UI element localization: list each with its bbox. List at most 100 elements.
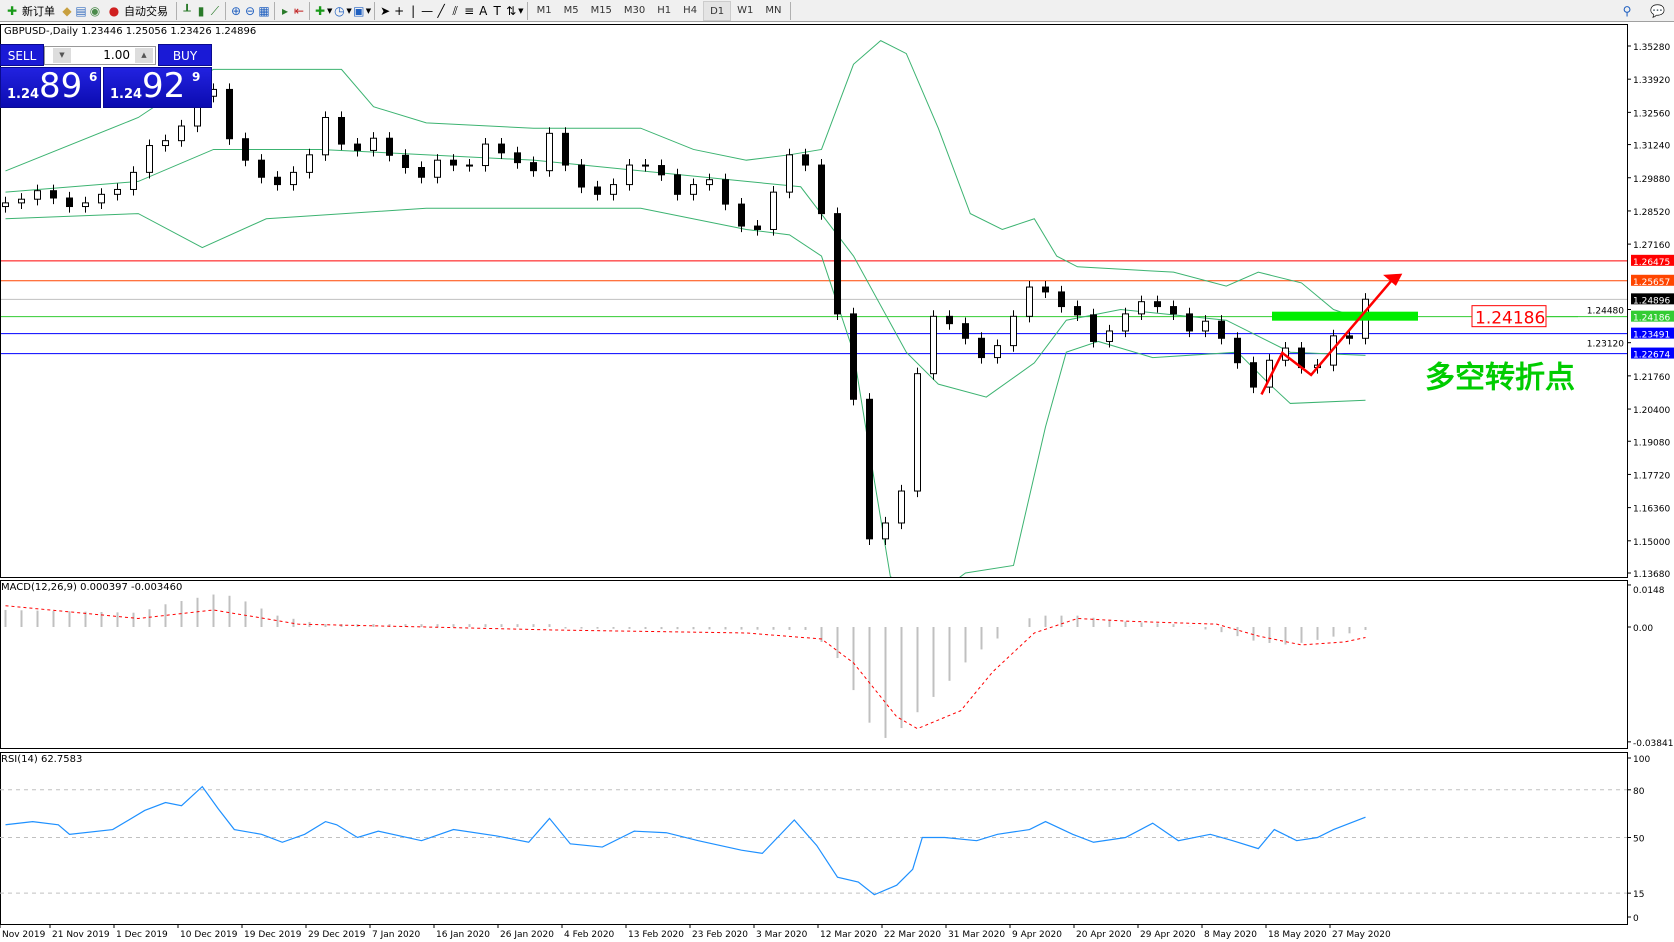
timeframe-w1[interactable]: W1 — [737, 4, 754, 16]
annotation-price-text: 1.24186 — [1475, 309, 1545, 329]
ask-price-fraction: 9 — [192, 70, 201, 84]
arrows-icon[interactable]: ⇅ — [506, 3, 517, 18]
date-axis-label: 18 May 2020 — [1268, 930, 1327, 940]
buy-button[interactable]: BUY — [158, 44, 212, 66]
sell-button[interactable]: SELL — [0, 44, 44, 66]
candle-bullish — [1202, 320, 1209, 332]
trend-arrow — [1260, 276, 1396, 395]
candle-bearish — [50, 190, 57, 199]
candle-bullish — [1010, 315, 1017, 347]
date-axis-label: 29 Apr 2020 — [1140, 930, 1196, 940]
cursor-icon[interactable]: ➤ — [380, 3, 391, 18]
trendline-icon[interactable]: ╱ — [437, 3, 445, 18]
new-order-button[interactable]: ✚ 新订单 — [0, 1, 60, 21]
ask-price-button[interactable]: 1.24 92 9 — [103, 66, 212, 108]
macd-signal-line — [5, 605, 1366, 730]
zoom-in-icon[interactable]: ⊕ — [230, 3, 242, 18]
candle-bullish — [610, 184, 617, 195]
crosshair-icon[interactable]: + — [394, 3, 405, 18]
candle-bullish — [178, 125, 185, 142]
templates-icon[interactable]: ▣ — [353, 3, 365, 18]
bollinger-lower-band — [5, 207, 1366, 577]
line-chart-icon[interactable]: ⟋ — [210, 3, 220, 18]
candle-bearish — [962, 323, 969, 339]
candle-bearish — [946, 315, 953, 325]
ask-price-pips: 92 — [142, 66, 186, 106]
rsi-axis-label: 80 — [1633, 787, 1645, 797]
fibonacci-icon[interactable]: ≡ — [464, 3, 475, 18]
candle-bullish — [914, 373, 921, 492]
candle-bearish — [498, 143, 505, 154]
dropdown-arrow-icon[interactable]: ▼ — [327, 6, 333, 15]
candle-bullish — [114, 188, 121, 195]
bid-price-button[interactable]: 1.24 89 6 — [0, 66, 101, 108]
candle-bullish — [930, 315, 937, 375]
candle-bearish — [418, 167, 425, 178]
timeframe-m15[interactable]: M15 — [590, 4, 612, 16]
search-icon[interactable]: ⚲ — [1622, 3, 1632, 18]
indicators-icon[interactable]: ✚ — [314, 3, 326, 18]
timeframe-h1[interactable]: H1 — [657, 4, 672, 16]
bollinger-upper-band — [5, 40, 1366, 321]
candle-chart-icon[interactable]: ▮ — [197, 3, 205, 18]
toolbar-separator — [225, 1, 226, 20]
candle-bearish — [658, 165, 665, 176]
chart-area[interactable]: 1.35280 1.33920 1.32560 1.31240 1.29880 1.285… — [0, 22, 1674, 942]
periods-icon[interactable]: ◷ — [334, 3, 345, 18]
candle-bearish — [1058, 291, 1065, 308]
bar-chart-icon[interactable]: ┸ — [183, 3, 191, 18]
toolbar-separator — [274, 1, 275, 20]
candle-bearish — [450, 159, 457, 166]
chart-shift-icon[interactable]: ⇤ — [293, 3, 305, 18]
chat-icon[interactable]: 💬 — [1650, 3, 1665, 18]
price-axis-label: 1.19080 — [1633, 438, 1670, 448]
navigator-icon[interactable]: ▤ — [75, 3, 87, 18]
date-axis-label: 3 Mar 2020 — [756, 930, 808, 940]
price-axis-label: 1.33920 — [1633, 76, 1670, 86]
price-axis-label: 1.23120 — [1587, 340, 1624, 350]
toolbar-separator — [309, 1, 310, 20]
price-axis-label: 1.21760 — [1633, 373, 1670, 383]
lot-increase-icon[interactable]: ▲ — [135, 48, 153, 63]
candle-bullish — [882, 522, 889, 540]
lot-decrease-icon[interactable]: ▼ — [53, 48, 71, 63]
equidistant-channel-icon[interactable]: ⫽ — [452, 3, 458, 18]
main-plot-frame — [0, 24, 1628, 578]
text-icon[interactable]: A — [479, 3, 488, 18]
timeframe-h4[interactable]: H4 — [683, 4, 698, 16]
lot-size-input[interactable]: ▼ 1.00 ▲ — [44, 46, 156, 65]
signal-icon[interactable]: ◉ — [89, 3, 101, 18]
vertical-line-icon[interactable]: | — [411, 3, 416, 18]
timeframe-m5[interactable]: M5 — [563, 4, 579, 16]
timeframe-d1[interactable]: D1 — [703, 0, 732, 21]
dropdown-arrow-icon[interactable]: ▼ — [346, 6, 352, 15]
candle-bullish — [290, 171, 297, 186]
ask-price-prefix: 1.24 — [110, 87, 143, 102]
horizontal-line-icon[interactable]: — — [421, 3, 434, 18]
autoscroll-icon[interactable]: ▸ — [281, 3, 289, 18]
candle-bearish — [1042, 286, 1049, 293]
candle-bearish — [578, 164, 585, 188]
timeframe-m30[interactable]: M30 — [623, 4, 646, 16]
price-level-tag — [1631, 310, 1674, 322]
tile-icon[interactable]: ▦ — [258, 3, 270, 18]
candle-bearish — [754, 225, 761, 230]
candle-bullish — [1026, 286, 1033, 317]
history-icon[interactable]: ◆ — [62, 3, 72, 18]
date-axis-label: 7 Jan 2020 — [372, 930, 420, 940]
dropdown-arrow-icon[interactable]: ▼ — [518, 6, 524, 15]
toolbar-separator — [176, 1, 177, 20]
dropdown-arrow-icon[interactable]: ▼ — [365, 6, 372, 15]
rsi-line — [5, 785, 1366, 896]
price-axis-label: 1.16360 — [1633, 505, 1670, 515]
timeframe-m1[interactable]: M1 — [536, 4, 552, 16]
text-label-icon[interactable]: T — [493, 3, 501, 18]
zoom-out-icon[interactable]: ⊖ — [244, 3, 256, 18]
timeframe-mn[interactable]: MN — [765, 4, 782, 16]
auto-trading-button[interactable]: ● 自动交易 — [102, 1, 173, 21]
candle-bearish — [386, 137, 393, 156]
candle-bearish — [850, 313, 857, 400]
new-order-icon: ✚ — [6, 3, 18, 18]
price-axis-label: 1.35280 — [1633, 43, 1670, 53]
candle-bullish — [1138, 301, 1145, 315]
